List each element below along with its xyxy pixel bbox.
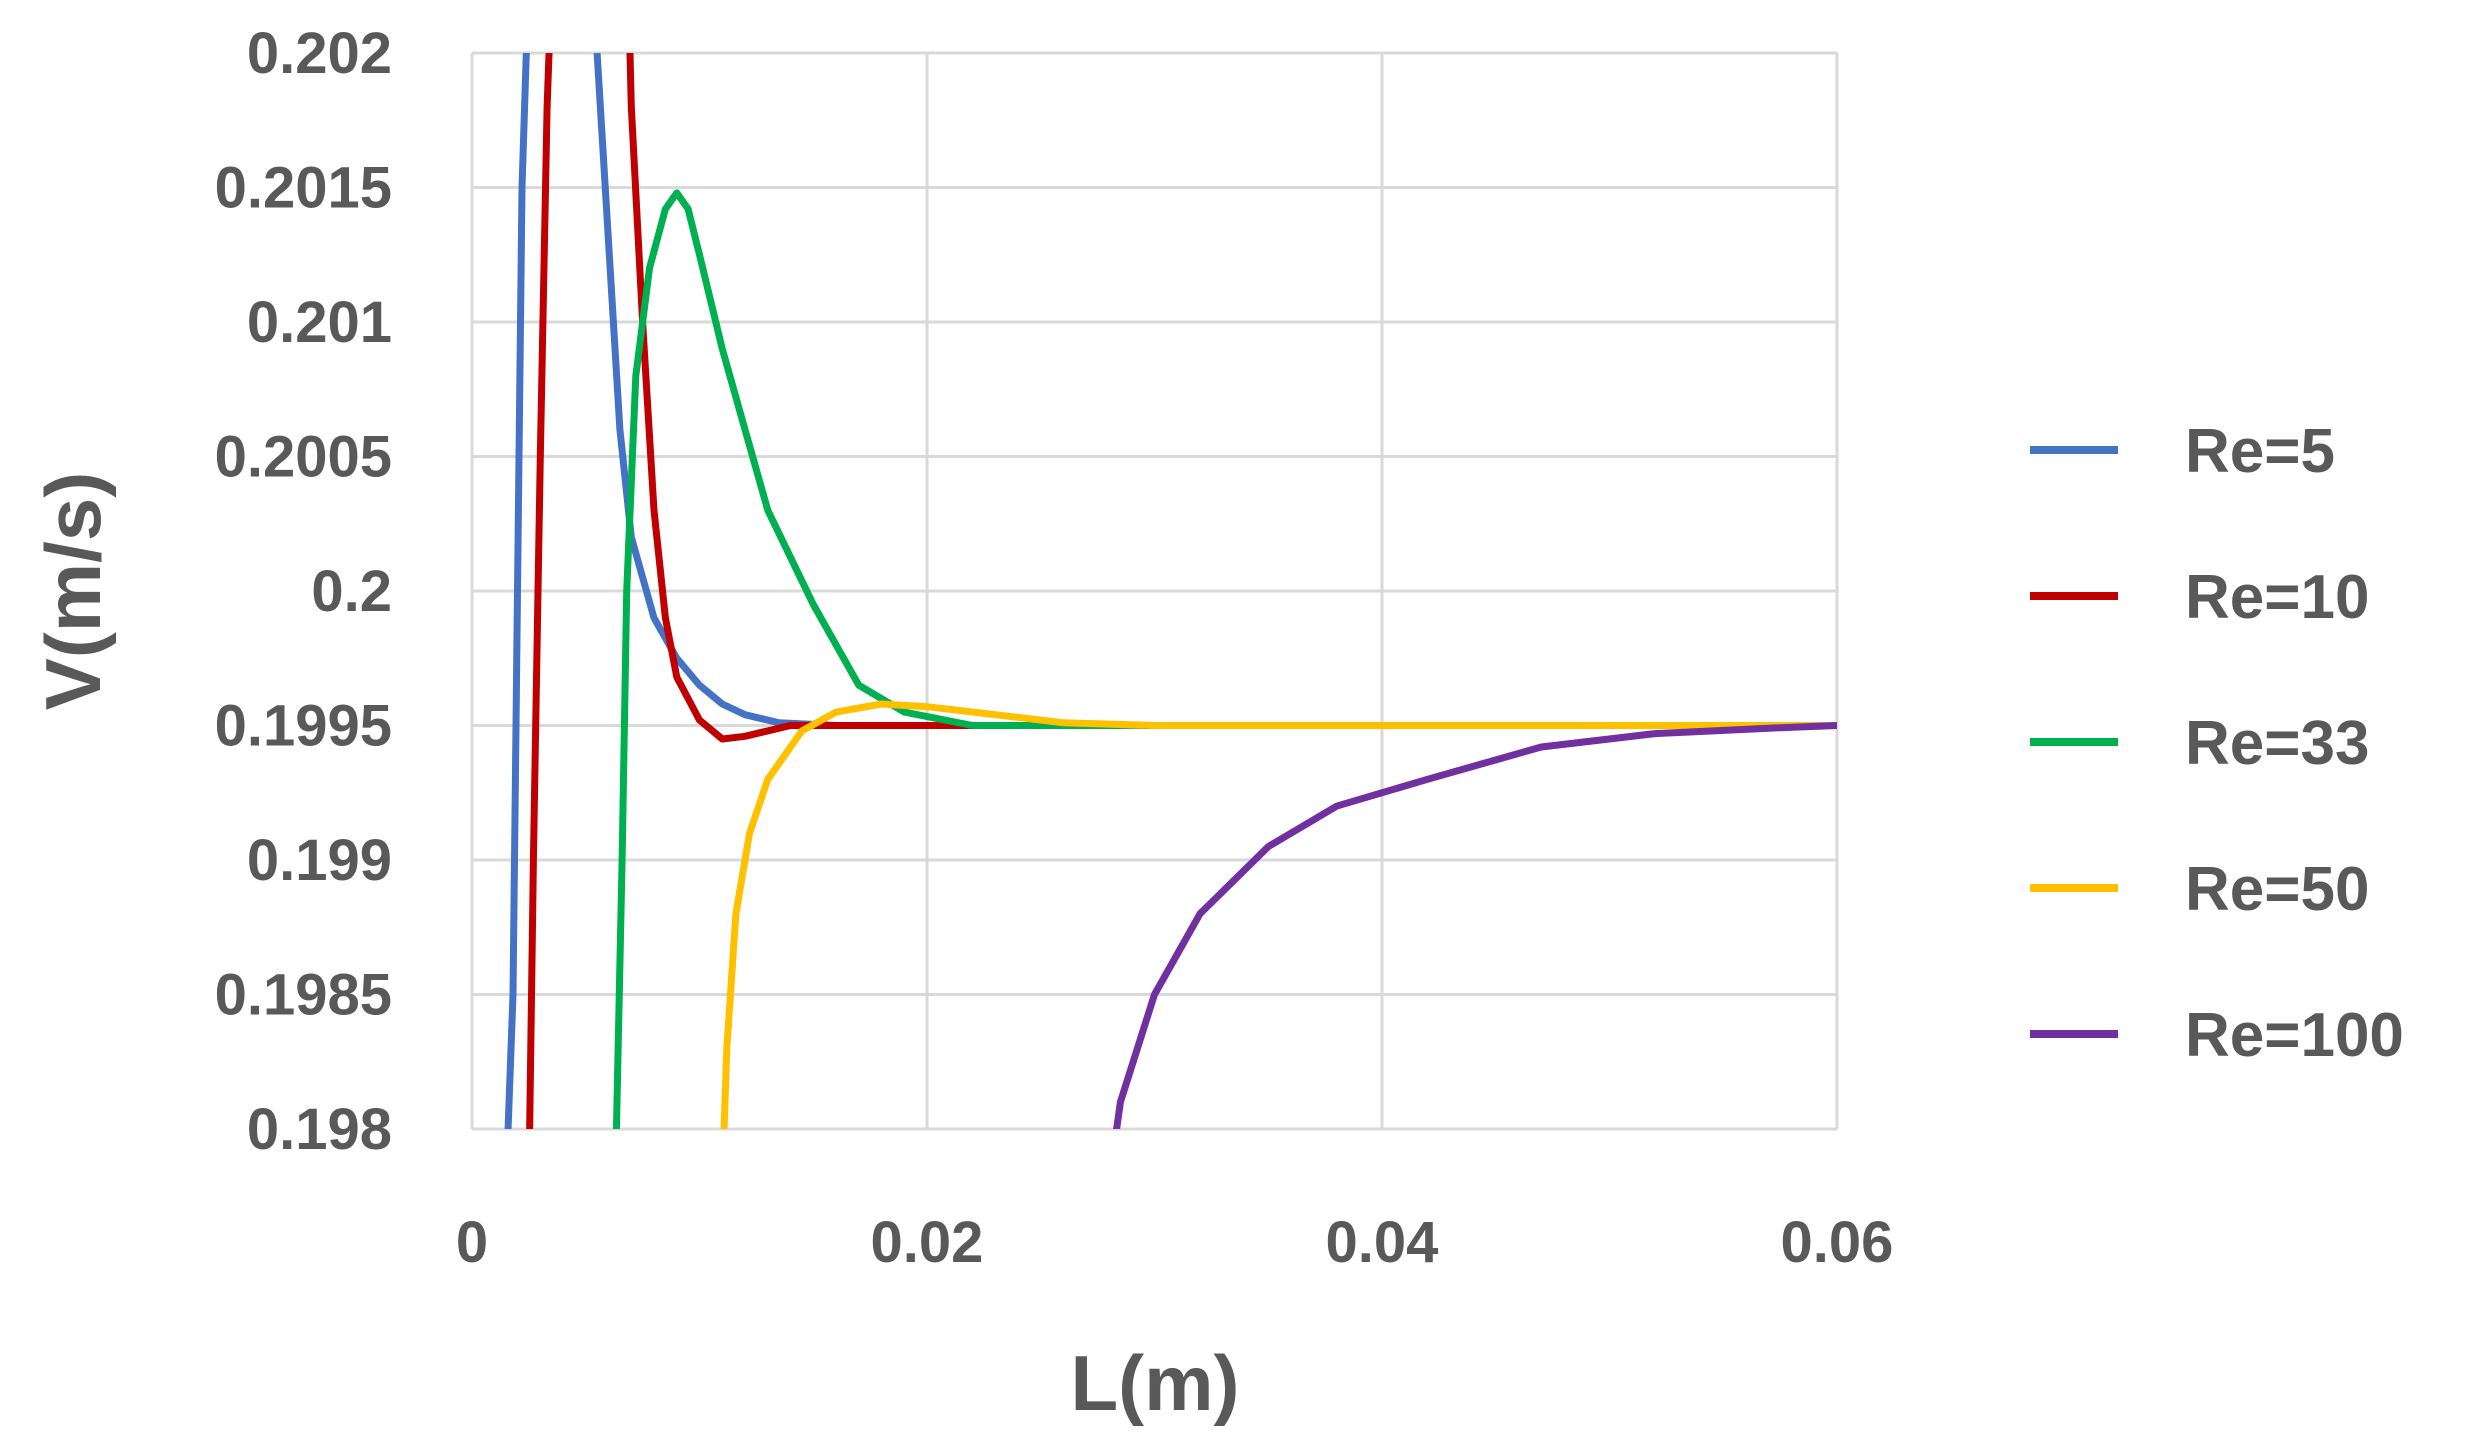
legend-label: Re=50 <box>2185 855 2369 924</box>
x-tick-label: 0.04 <box>1326 1210 1439 1275</box>
series-line-re-33 <box>612 189 1837 1129</box>
x-tick-label: 0.02 <box>871 1210 984 1275</box>
legend-item: Re=5 <box>2030 417 2335 486</box>
legend-item: Re=100 <box>2030 1001 2404 1070</box>
legend-item: Re=50 <box>2030 855 2369 924</box>
y-tick-label: 0.201 <box>247 290 392 355</box>
y-tick-label: 0.1985 <box>215 963 392 1028</box>
legend-item: Re=33 <box>2030 709 2369 778</box>
gridlines <box>470 51 1839 1131</box>
x-axis-ticks: 0 0.02 0.04 0.06 <box>456 1210 1894 1275</box>
x-tick-label: 0 <box>456 1210 488 1275</box>
legend-label: Re=100 <box>2185 1001 2404 1070</box>
legend-label: Re=10 <box>2185 563 2369 632</box>
y-tick-label: 0.202 <box>247 21 392 86</box>
series-line-re-10 <box>526 53 1837 1129</box>
series-line-re-50 <box>720 700 1837 1129</box>
y-tick-label: 0.198 <box>247 1097 392 1162</box>
series-lines <box>504 53 1837 1129</box>
y-tick-label: 0.2 <box>311 559 392 624</box>
x-tick-label: 0.06 <box>1781 1210 1894 1275</box>
legend: Re=5 Re=10 Re=33 Re=50 Re=100 <box>2030 417 2404 1070</box>
legend-label: Re=33 <box>2185 709 2369 778</box>
series-line-re-100 <box>1113 722 1837 1129</box>
y-tick-label: 0.2005 <box>215 425 392 490</box>
legend-label: Re=5 <box>2185 417 2335 486</box>
x-axis-title: L(m) <box>1071 1339 1240 1427</box>
y-tick-label: 0.2015 <box>215 156 392 221</box>
y-tick-label: 0.199 <box>247 828 392 893</box>
y-tick-label: 0.1995 <box>215 694 392 759</box>
legend-item: Re=10 <box>2030 563 2369 632</box>
y-axis-title: V(m/s) <box>29 472 117 710</box>
y-axis-ticks: 0.198 0.1985 0.199 0.1995 0.2 0.2005 0.201 0.20… <box>215 21 392 1162</box>
